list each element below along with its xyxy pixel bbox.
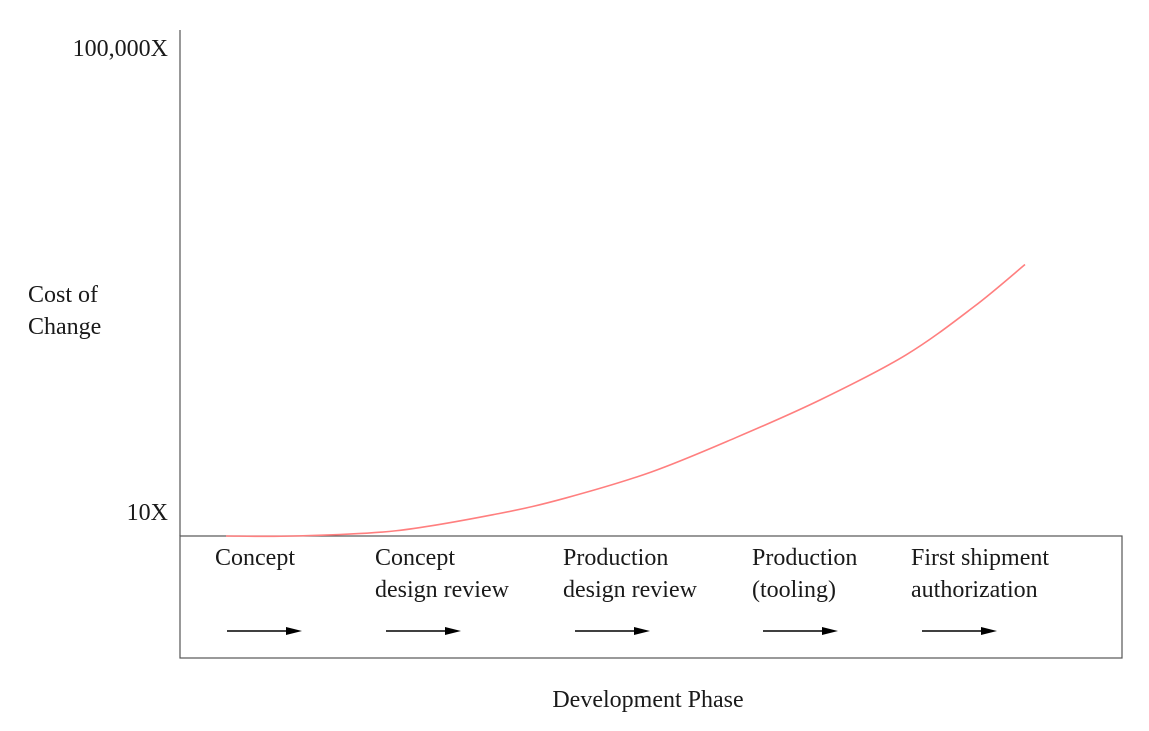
phase-arrow [575,627,650,635]
phase-label-line: (tooling) [752,577,836,603]
cost-curve-point [973,306,975,308]
cost-curve-point [735,437,737,439]
phase-label-line: Concept [375,545,455,571]
cost-curve-line [225,263,1026,538]
cost-curve-point [293,535,295,537]
phase-label-line: Concept [215,545,295,571]
y-tick-label: 100,000X [73,36,168,62]
phase-label-line: Production [752,545,857,571]
phase-label: Concept design review [375,545,510,603]
phase-arrow [763,627,838,635]
phase-label: Production design review [563,545,698,603]
cost-curve-point [395,530,397,532]
phase-label: Production (tooling) [752,545,857,603]
cost-curve-point [650,471,652,473]
phase-arrow [922,627,997,635]
y-axis-label-line: Cost of [28,282,98,308]
phase-label-line: authorization [911,577,1038,603]
cost-curve-point [820,399,822,401]
y-axis-label-line: Change [28,314,101,340]
cost-curve-point [225,535,227,537]
y-tick-labels: 10X 100,000X [73,36,168,526]
phase-labels: Concept Concept design review Production des… [215,545,1049,603]
phase-label: Concept [215,545,295,571]
cost-curve-series [225,263,1026,538]
phase-label-line: design review [563,577,698,603]
y-tick-label: 10X [127,500,168,526]
phase-label-line: First shipment [911,545,1049,571]
x-axis-label: Development Phase [552,687,743,713]
cost-curve-point [565,497,567,499]
phase-arrows [227,627,997,635]
axes [179,30,1123,659]
phase-label-line: Production [563,545,668,571]
phase-arrow [227,627,302,635]
cost-curve-point [1024,264,1026,266]
y-axis-label: Cost of Change [28,282,101,340]
cost-curve-point [905,354,907,356]
phase-label-line: design review [375,577,510,603]
phase-label: First shipment authorization [911,545,1049,603]
cost-curve-point [497,513,499,515]
phase-arrow [386,627,461,635]
phase-box [179,535,1123,659]
